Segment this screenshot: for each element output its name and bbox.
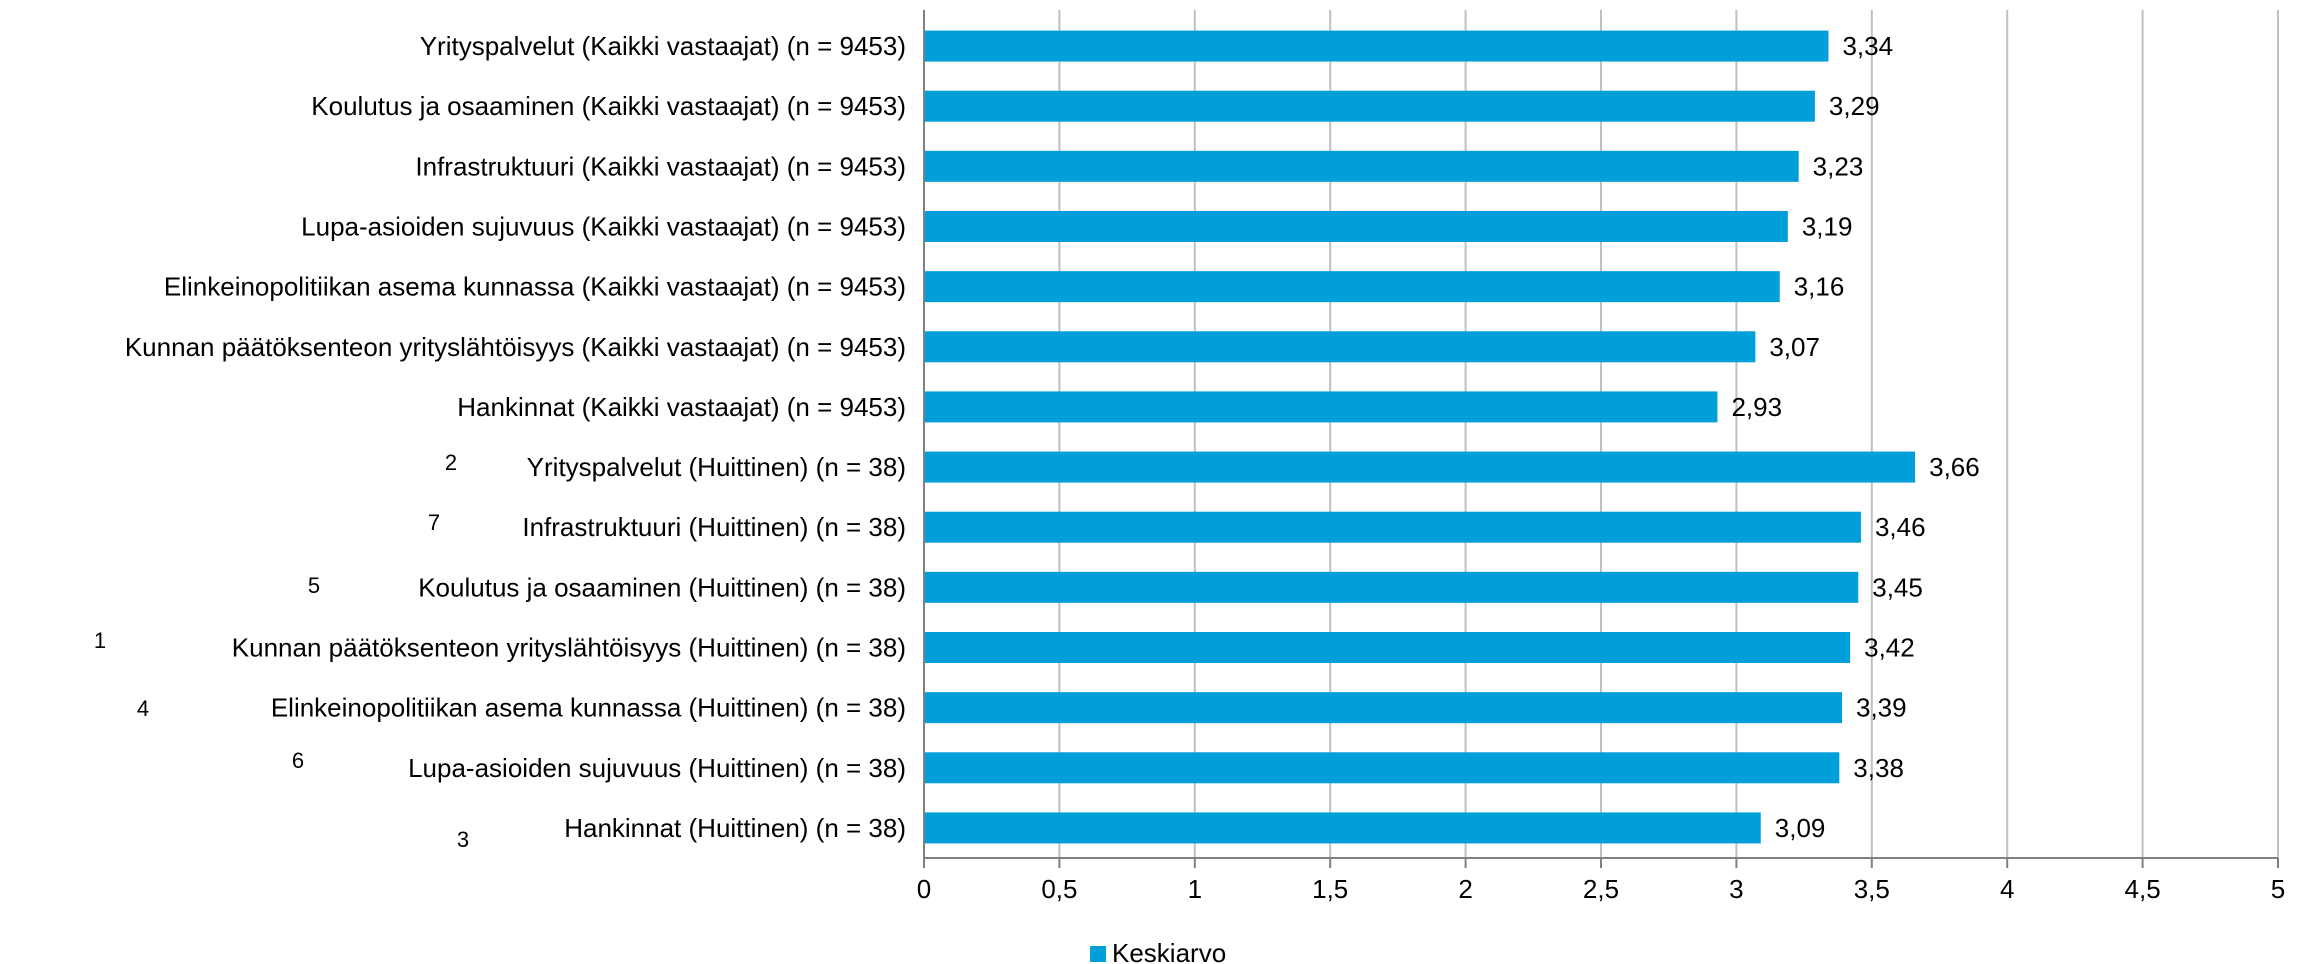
data-label: 3,42	[1864, 633, 1915, 663]
bar	[924, 511, 1861, 543]
data-label: 3,16	[1794, 272, 1845, 302]
data-label: 3,29	[1829, 91, 1880, 121]
category-label: Yrityspalvelut (Kaikki vastaajat) (n = 9…	[420, 31, 906, 61]
category-labels: Yrityspalvelut (Kaikki vastaajat) (n = 9…	[94, 31, 906, 852]
rank-marker: 1	[94, 628, 106, 653]
rank-marker: 5	[308, 573, 320, 598]
category-label: Koulutus ja osaaminen (Huittinen) (n = 3…	[418, 572, 906, 602]
legend: Keskiarvo	[1090, 938, 1226, 964]
category-label: Elinkeinopolitiikan asema kunnassa (Huit…	[271, 693, 906, 723]
bar	[924, 812, 1761, 844]
category-label: Lupa-asioiden sujuvuus (Kaikki vastaajat…	[301, 212, 906, 242]
category-label: Yrityspalvelut (Huittinen) (n = 38)	[527, 452, 906, 482]
bar	[924, 752, 1840, 784]
category-label: Elinkeinopolitiikan asema kunnassa (Kaik…	[164, 272, 906, 302]
rank-marker: 6	[292, 748, 304, 773]
bar	[924, 150, 1799, 182]
x-tick-label: 0	[917, 874, 931, 904]
data-label: 3,38	[1853, 753, 1904, 783]
data-label: 3,46	[1875, 512, 1926, 542]
data-label: 3,45	[1872, 572, 1923, 602]
bar	[924, 451, 1916, 483]
category-label: Koulutus ja osaaminen (Kaikki vastaajat)…	[311, 91, 906, 121]
data-label: 3,19	[1802, 212, 1853, 242]
x-tick-label: 1,5	[1312, 874, 1348, 904]
category-label: Kunnan päätöksenteon yrityslähtöisyys (K…	[125, 332, 906, 362]
bar	[924, 571, 1859, 603]
data-label: 3,07	[1769, 332, 1820, 362]
category-label: Hankinnat (Huittinen) (n = 38)	[564, 813, 906, 843]
x-tick-label: 3,5	[1854, 874, 1890, 904]
x-tick-label: 1	[1188, 874, 1202, 904]
axes	[923, 10, 2279, 868]
data-label: 3,23	[1813, 151, 1864, 181]
category-label: Hankinnat (Kaikki vastaajat) (n = 9453)	[457, 392, 906, 422]
x-tick-label: 0,5	[1041, 874, 1077, 904]
legend-swatch	[1090, 946, 1106, 962]
bar	[924, 30, 1829, 62]
x-tick-label: 2	[1458, 874, 1472, 904]
data-label: 3,09	[1775, 813, 1826, 843]
bar	[924, 692, 1843, 724]
bars	[924, 30, 1916, 844]
grid-lines	[1058, 10, 2279, 858]
rank-marker: 4	[137, 696, 149, 721]
bar	[924, 331, 1756, 363]
x-tick-label: 5	[2271, 874, 2285, 904]
bar	[924, 632, 1851, 663]
data-label: 3,66	[1929, 452, 1980, 482]
data-label: 3,39	[1856, 693, 1907, 723]
rank-marker: 7	[428, 510, 440, 535]
bar	[924, 90, 1815, 122]
rank-marker: 2	[445, 450, 457, 475]
category-label: Kunnan päätöksenteon yrityslähtöisyys (H…	[232, 633, 906, 663]
bar	[924, 271, 1780, 303]
bar	[924, 391, 1718, 423]
data-label: 2,93	[1731, 392, 1782, 422]
category-label: Lupa-asioiden sujuvuus (Huittinen) (n = …	[408, 753, 906, 783]
data-label: 3,34	[1842, 31, 1893, 61]
x-tick-label: 2,5	[1583, 874, 1619, 904]
category-label: Infrastruktuuri (Kaikki vastaajat) (n = …	[415, 151, 906, 181]
x-tick-label: 3	[1729, 874, 1743, 904]
rank-marker: 3	[457, 827, 469, 852]
x-tick-label: 4,5	[2125, 874, 2161, 904]
category-label: Infrastruktuuri (Huittinen) (n = 38)	[522, 512, 906, 542]
data-labels: 3,34 3,29 3,23 3,19 3,16 3,07 2,93 3,663,46 3,45…	[1731, 31, 1979, 843]
x-tick-labels: 0 0,5 1 1,5 2 2,5 3 3,5 4 4,5 5	[917, 874, 2285, 904]
bar	[924, 211, 1788, 242]
legend-label: Keskiarvo	[1112, 938, 1226, 964]
x-tick-label: 4	[2000, 874, 2014, 904]
